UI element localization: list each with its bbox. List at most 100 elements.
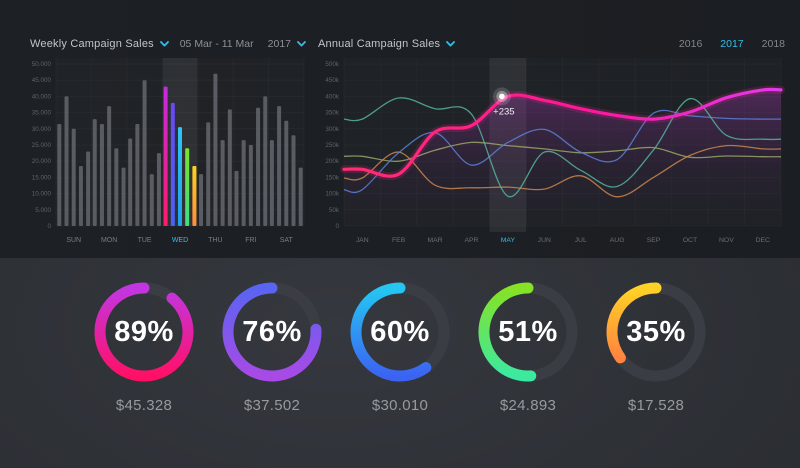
donut-ring-60: 60% <box>348 280 452 384</box>
donut-ring-89: 89% <box>92 280 196 384</box>
month-label-may[interactable]: MAY <box>501 237 516 244</box>
day-label-wed[interactable]: WED <box>172 237 188 244</box>
month-label-apr[interactable]: APR <box>464 237 478 244</box>
donut-ring-76: 76% <box>220 280 324 384</box>
year-option-2017[interactable]: 2017 <box>720 38 744 50</box>
bar <box>64 96 69 227</box>
donut-value-label: $37.502 <box>243 397 301 414</box>
y-axis-tick: 35.000 <box>32 110 52 117</box>
bar <box>86 151 91 226</box>
bar <box>185 148 190 226</box>
month-label-nov[interactable]: NOV <box>719 237 734 244</box>
y-axis-tick: 450k <box>325 77 340 84</box>
y-axis-tick: 0 <box>47 223 51 230</box>
y-axis-tick: 15.000 <box>32 174 52 181</box>
bar <box>163 86 168 227</box>
y-axis-tick: 300k <box>325 126 340 133</box>
bar <box>227 109 232 226</box>
day-label-tue[interactable]: TUE <box>138 237 152 244</box>
y-axis-tick: 350k <box>325 110 340 117</box>
bar <box>284 120 289 226</box>
donut-chart <box>350 282 450 382</box>
weekly-sales-panel: Weekly Campaign Sales 05 Mar - 11 Mar 20… <box>30 36 306 254</box>
month-label-dec[interactable]: DEC <box>756 237 770 244</box>
month-label-oct[interactable]: OCT <box>683 237 697 244</box>
series-olive-line <box>343 141 782 162</box>
month-label-mar[interactable]: MAR <box>427 237 442 244</box>
donut-percent-label: 35% <box>626 315 686 348</box>
month-label-jul[interactable]: JUL <box>575 237 587 244</box>
month-label-feb[interactable]: FEB <box>392 237 406 244</box>
donut-arc <box>222 282 322 382</box>
bar <box>199 174 204 226</box>
donut-value-label: $45.328 <box>115 397 173 414</box>
series-teal-line <box>343 97 782 198</box>
series-blue-line <box>343 109 782 194</box>
donut-percent-label: 76% <box>242 315 302 348</box>
weekly-date-range: 05 Mar - 11 Mar <box>179 38 254 50</box>
bar <box>192 166 197 226</box>
annual-title-dropdown[interactable]: Annual Campaign Sales <box>318 38 456 50</box>
y-axis-tick: 250k <box>325 142 340 149</box>
data-point-label: +235 <box>493 106 514 117</box>
day-label-sat[interactable]: SAT <box>280 237 294 244</box>
day-label-fri[interactable]: FRI <box>245 237 256 244</box>
donut-60: 60% $30.010 <box>336 280 464 414</box>
donut-arc <box>606 282 662 364</box>
y-axis-tick: 40.000 <box>32 93 52 100</box>
y-axis-tick: 25.000 <box>32 142 52 149</box>
bar <box>99 123 104 226</box>
bar <box>170 102 175 226</box>
annual-panel-title: Annual Campaign Sales <box>318 38 441 50</box>
main-series-line <box>342 87 783 178</box>
donut-chart <box>222 282 322 382</box>
weekly-panel-controls: 05 Mar - 11 Mar 2017 <box>180 38 306 50</box>
bar <box>78 166 83 226</box>
annual-panel-header: Annual Campaign Sales 2016 2017 2018 <box>318 36 785 52</box>
bar <box>135 123 140 226</box>
weekly-title-dropdown[interactable]: Weekly Campaign Sales <box>30 38 169 50</box>
donut-chart <box>94 282 194 382</box>
donut-35: 35% $17.528 <box>592 280 720 414</box>
donut-value-label: $30.010 <box>371 397 429 414</box>
weekly-year-dropdown[interactable]: 2017 <box>268 38 306 50</box>
month-label-sep[interactable]: SEP <box>647 237 661 244</box>
weekly-bar-chart: 50.000 45.000 40.000 35.000 30.000 25.000 20.0… <box>32 58 303 244</box>
bar <box>128 138 133 226</box>
day-label-thu[interactable]: THU <box>208 237 222 244</box>
month-label-jun[interactable]: JUN <box>538 237 551 244</box>
year-option-2018[interactable]: 2018 <box>761 38 785 50</box>
y-axis-tick: 150k <box>325 174 340 181</box>
bar <box>234 170 239 226</box>
series-orange-line <box>343 144 782 198</box>
day-label-sun[interactable]: SUN <box>66 237 81 244</box>
bar <box>256 107 261 226</box>
bar <box>206 122 211 226</box>
campaign-progress-row: 89% $45.328 76% $37.502 60% $30.010 51% $24.893… <box>0 280 800 414</box>
year-option-2016[interactable]: 2016 <box>678 38 703 50</box>
month-label-aug[interactable]: AUG <box>610 237 625 244</box>
bar <box>156 153 161 226</box>
bar <box>121 167 126 226</box>
bar <box>107 106 112 226</box>
donut-arc <box>478 282 537 382</box>
y-axis-tick: 45.000 <box>32 77 52 84</box>
bar <box>241 140 246 226</box>
y-axis-tick: 100k <box>325 191 340 198</box>
annual-year-tabs: 2016 2017 2018 <box>661 38 785 50</box>
donut-ring-51: 51% <box>476 280 580 384</box>
donut-chart <box>606 282 706 382</box>
month-label-jan[interactable]: JAN <box>356 237 369 244</box>
donut-arc <box>350 282 432 382</box>
donut-chart <box>478 282 578 382</box>
y-axis-tick: 5.000 <box>35 207 51 214</box>
donut-percent-label: 51% <box>498 315 558 348</box>
y-axis-tick: 400k <box>325 93 340 100</box>
y-axis-tick: 500k <box>325 61 340 68</box>
donut-76: 76% $37.502 <box>208 280 336 414</box>
donut-51: 51% $24.893 <box>464 280 592 414</box>
data-point-marker[interactable] <box>499 93 505 100</box>
bar <box>291 135 296 226</box>
bar <box>220 140 225 226</box>
day-label-mon[interactable]: MON <box>101 237 117 244</box>
